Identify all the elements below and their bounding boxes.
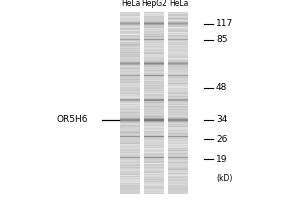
Text: HeLa: HeLa xyxy=(169,0,188,8)
Text: 34: 34 xyxy=(216,116,227,124)
Text: 117: 117 xyxy=(216,20,233,28)
Text: HeLa: HeLa xyxy=(121,0,140,8)
Text: 85: 85 xyxy=(216,36,227,45)
Text: (kD): (kD) xyxy=(216,174,232,184)
Text: 26: 26 xyxy=(216,134,227,144)
Text: 19: 19 xyxy=(216,154,227,164)
Text: OR5H6: OR5H6 xyxy=(56,116,88,124)
Text: HepG2: HepG2 xyxy=(142,0,167,8)
Text: 48: 48 xyxy=(216,84,227,92)
